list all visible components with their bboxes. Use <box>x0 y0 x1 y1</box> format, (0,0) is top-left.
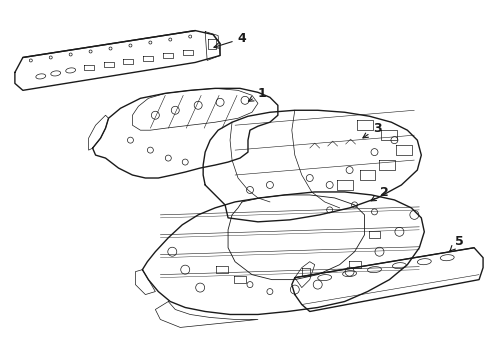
Text: 3: 3 <box>362 122 381 138</box>
Text: 1: 1 <box>248 87 266 101</box>
Text: 4: 4 <box>214 32 246 48</box>
Text: 5: 5 <box>449 235 463 251</box>
Text: 2: 2 <box>370 186 388 201</box>
